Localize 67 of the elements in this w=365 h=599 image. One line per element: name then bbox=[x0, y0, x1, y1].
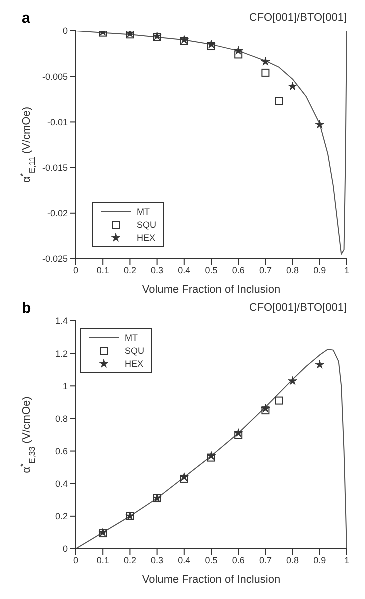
x-tick-label: 0 bbox=[73, 555, 79, 566]
y-tick-label: 1.4 bbox=[55, 316, 68, 326]
legend-label: MT bbox=[137, 206, 150, 216]
y-tick-label: -0.015 bbox=[42, 162, 68, 173]
chart-title: CFO[001]/BTO[001] bbox=[249, 12, 347, 24]
x-axis-title: Volume Fraction of Inclusion bbox=[142, 574, 281, 586]
x-tick-label: 1 bbox=[344, 555, 350, 566]
x-tick-label: 0.6 bbox=[232, 265, 245, 276]
x-tick-label: 0.7 bbox=[259, 555, 272, 566]
point bbox=[275, 396, 284, 405]
x-tick-label: 0.5 bbox=[205, 555, 218, 566]
line-series bbox=[76, 31, 347, 255]
x-tick-label: 0 bbox=[73, 265, 79, 276]
point bbox=[261, 57, 270, 66]
point bbox=[234, 50, 243, 59]
x-tick-label: 0.3 bbox=[151, 265, 164, 276]
x-tick-label: 0.6 bbox=[232, 555, 245, 566]
point bbox=[315, 120, 324, 129]
y-tick-label: 1.2 bbox=[55, 348, 68, 359]
chart-title: CFO[001]/BTO[001] bbox=[249, 302, 347, 314]
x-tick-label: 0.4 bbox=[178, 555, 191, 566]
y-tick-label: -0.02 bbox=[47, 208, 68, 219]
point bbox=[206, 40, 216, 49]
y-tick-label: -0.005 bbox=[42, 72, 68, 82]
point bbox=[208, 42, 216, 51]
point bbox=[234, 428, 244, 438]
point bbox=[288, 376, 298, 386]
y-tick-label: 0.6 bbox=[55, 446, 68, 456]
point bbox=[261, 404, 270, 413]
x-tick-label: 0.9 bbox=[314, 265, 326, 276]
y-tick-label: 0.2 bbox=[55, 512, 68, 522]
legend-label: HEX bbox=[137, 232, 156, 242]
x-tick-label: 0.4 bbox=[178, 265, 191, 276]
x-tick-label: 0.3 bbox=[151, 555, 164, 566]
y-tick-label: 1 bbox=[62, 381, 68, 392]
legend-label: MT bbox=[125, 332, 138, 342]
x-tick-label: 0.8 bbox=[286, 265, 300, 276]
x-tick-label: 0.8 bbox=[286, 555, 300, 566]
x-tick-label: 0.1 bbox=[96, 265, 110, 276]
x-tick-label: 1 bbox=[344, 265, 350, 276]
point bbox=[275, 97, 284, 106]
y-tick-label: -0.01 bbox=[47, 117, 68, 128]
point bbox=[315, 360, 324, 369]
x-tick-label: 0.1 bbox=[96, 555, 110, 566]
x-tick-label: 0.2 bbox=[124, 265, 136, 276]
legend-label: SQU bbox=[137, 220, 157, 230]
y-tick-label: 0 bbox=[62, 544, 68, 554]
x-tick-label: 0.5 bbox=[205, 265, 218, 276]
x-tick-label: 0.9 bbox=[314, 555, 326, 566]
point bbox=[208, 454, 216, 462]
point bbox=[288, 82, 298, 91]
text: a bbox=[22, 10, 30, 27]
point bbox=[262, 406, 270, 415]
text: b bbox=[22, 300, 32, 317]
y-tick-label: -0.025 bbox=[42, 254, 68, 264]
point bbox=[234, 431, 243, 439]
legend-label: HEX bbox=[125, 358, 144, 368]
point bbox=[234, 46, 244, 55]
x-tick-label: 0.2 bbox=[124, 555, 136, 566]
y-tick-label: 0 bbox=[62, 26, 68, 36]
legend-label: SQU bbox=[125, 346, 145, 356]
x-tick-label: 0.7 bbox=[259, 265, 272, 276]
point bbox=[206, 451, 216, 460]
point bbox=[262, 68, 270, 77]
y-tick-label: 0.8 bbox=[55, 414, 68, 424]
y-tick-label: 0.4 bbox=[55, 479, 68, 490]
x-axis-title: Volume Fraction of Inclusion bbox=[142, 284, 281, 296]
